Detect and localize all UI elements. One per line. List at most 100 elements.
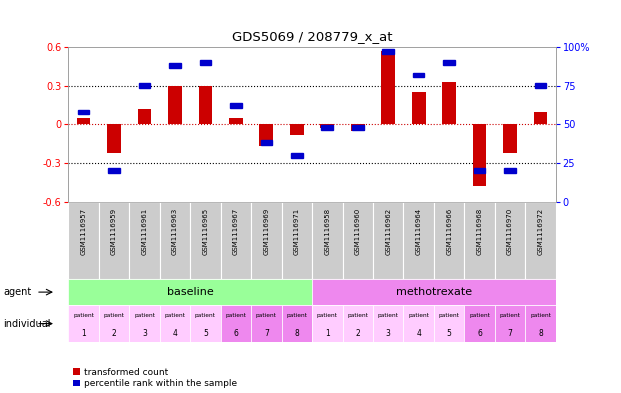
Bar [351, 125, 365, 131]
Bar [68, 279, 312, 305]
Bar [281, 202, 312, 279]
Bar [68, 202, 99, 279]
Text: GSM1116972: GSM1116972 [538, 208, 543, 255]
Bar [533, 112, 548, 125]
Text: methotrexate: methotrexate [396, 287, 472, 297]
Text: 5: 5 [203, 329, 208, 338]
Text: GSM1116963: GSM1116963 [172, 208, 178, 255]
Text: GSM1116969: GSM1116969 [263, 208, 270, 255]
Bar [442, 82, 456, 125]
Legend: transformed count, percentile rank within the sample: transformed count, percentile rank withi… [73, 368, 237, 389]
Bar [465, 305, 495, 342]
Text: 2: 2 [355, 329, 360, 338]
Bar [251, 202, 281, 279]
Text: GSM1116968: GSM1116968 [477, 208, 483, 255]
Bar [474, 168, 486, 173]
Bar [220, 202, 251, 279]
Text: GSM1116971: GSM1116971 [294, 208, 300, 255]
Bar [473, 125, 486, 186]
Bar [503, 125, 517, 153]
Bar [138, 83, 150, 88]
Text: patient: patient [165, 313, 186, 318]
Text: agent: agent [3, 287, 31, 297]
Text: 3: 3 [386, 329, 391, 338]
Text: patient: patient [438, 313, 460, 318]
Text: patient: patient [195, 313, 216, 318]
Bar [373, 202, 404, 279]
Text: patient: patient [469, 313, 490, 318]
Text: GSM1116960: GSM1116960 [355, 208, 361, 255]
Text: patient: patient [317, 313, 338, 318]
Text: 4: 4 [416, 329, 421, 338]
Text: GSM1116965: GSM1116965 [202, 208, 209, 255]
Text: patient: patient [500, 313, 520, 318]
Text: 3: 3 [142, 329, 147, 338]
Bar [129, 305, 160, 342]
Bar [525, 202, 556, 279]
Text: patient: patient [408, 313, 429, 318]
Bar [107, 125, 121, 153]
Text: patient: patient [225, 313, 247, 318]
Bar [99, 202, 129, 279]
Text: GSM1116962: GSM1116962 [385, 208, 391, 255]
Text: GSM1116961: GSM1116961 [142, 208, 147, 255]
Text: patient: patient [347, 313, 368, 318]
Text: patient: patient [530, 313, 551, 318]
Bar [78, 110, 89, 114]
Bar [168, 86, 182, 125]
Bar [434, 202, 465, 279]
Bar [220, 305, 251, 342]
Bar [190, 305, 220, 342]
Bar [320, 125, 334, 128]
Bar [230, 103, 242, 108]
Text: individual: individual [3, 319, 50, 329]
Bar [68, 305, 99, 342]
Bar [199, 86, 212, 125]
Bar [343, 202, 373, 279]
Bar [312, 202, 343, 279]
Text: patient: patient [256, 313, 277, 318]
Text: 7: 7 [507, 329, 512, 338]
Text: patient: patient [104, 313, 124, 318]
Text: 8: 8 [538, 329, 543, 338]
Bar [190, 202, 220, 279]
Bar [229, 118, 243, 125]
Bar [412, 92, 425, 125]
Text: 2: 2 [112, 329, 116, 338]
Bar [504, 168, 516, 173]
Text: patient: patient [286, 313, 307, 318]
Text: 1: 1 [325, 329, 330, 338]
Bar [465, 202, 495, 279]
Bar [169, 63, 181, 68]
Bar [535, 83, 546, 88]
Bar [76, 118, 91, 125]
Bar [322, 125, 333, 130]
Bar [381, 51, 395, 125]
Bar [129, 202, 160, 279]
Text: GDS5069 / 208779_x_at: GDS5069 / 208779_x_at [232, 30, 392, 43]
Text: GSM1116959: GSM1116959 [111, 208, 117, 255]
Bar [138, 109, 152, 125]
Bar [99, 305, 129, 342]
Bar [260, 125, 273, 146]
Text: GSM1116958: GSM1116958 [324, 208, 330, 255]
Bar [312, 279, 556, 305]
Text: patient: patient [73, 313, 94, 318]
Bar [312, 305, 343, 342]
Bar [261, 140, 272, 145]
Text: 1: 1 [81, 329, 86, 338]
Text: GSM1116957: GSM1116957 [81, 208, 86, 255]
Text: 4: 4 [173, 329, 178, 338]
Bar [404, 202, 434, 279]
Text: patient: patient [134, 313, 155, 318]
Text: 8: 8 [294, 329, 299, 338]
Text: baseline: baseline [167, 287, 214, 297]
Bar [290, 125, 304, 135]
Bar [160, 305, 190, 342]
Bar [383, 50, 394, 54]
Text: GSM1116967: GSM1116967 [233, 208, 239, 255]
Bar [443, 60, 455, 65]
Bar [413, 73, 425, 77]
Bar [525, 305, 556, 342]
Text: GSM1116970: GSM1116970 [507, 208, 513, 255]
